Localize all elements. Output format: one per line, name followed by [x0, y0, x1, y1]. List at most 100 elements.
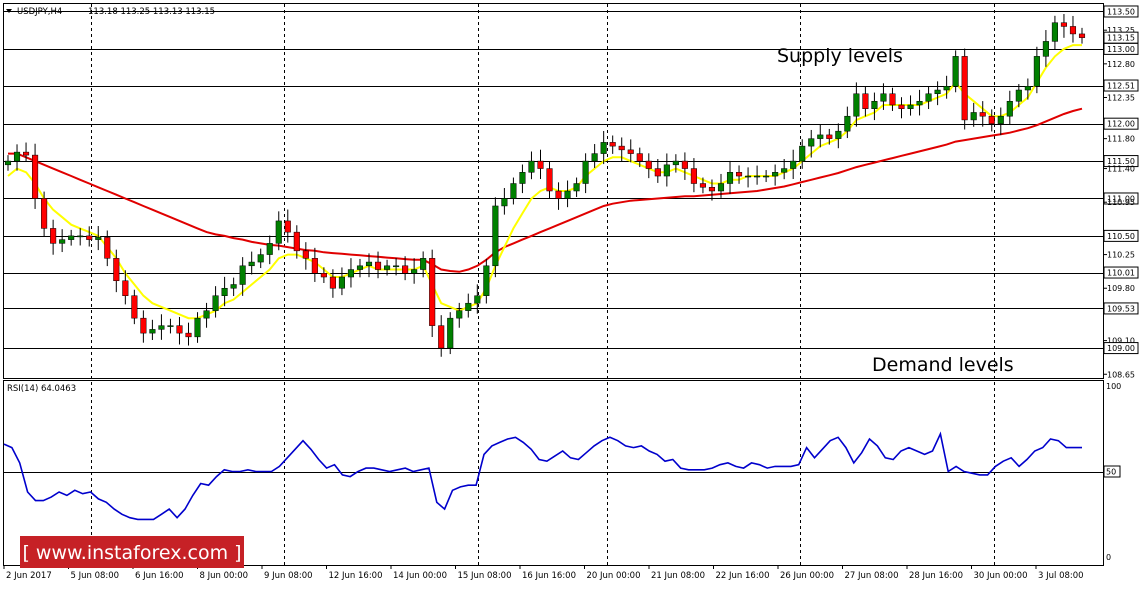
candle [86, 226, 93, 247]
y-tick-label: 113.50 [1107, 7, 1135, 16]
candle-body [961, 56, 968, 121]
y-tick-label: 112.80 [1107, 60, 1135, 69]
candle-body [1060, 22, 1067, 27]
x-tick-label: 2 Jun 2017 [6, 571, 52, 581]
candle-body [754, 175, 761, 178]
vertical-gridlines [91, 4, 995, 565]
x-tick-label: 12 Jun 16:00 [329, 571, 383, 581]
candle [636, 147, 643, 168]
candle-body [411, 269, 418, 274]
candle [970, 102, 977, 127]
candle [393, 258, 400, 276]
candle [501, 188, 508, 215]
candle-body [708, 187, 716, 192]
candle [726, 160, 734, 194]
candle-body [871, 100, 878, 109]
dropdown-triangle-icon[interactable] [6, 9, 12, 13]
rsi-title: RSI(14) 64.0463 [7, 384, 76, 394]
candle-body [573, 183, 580, 192]
candle-body [302, 250, 309, 259]
x-tick-label: 15 Jun 08:00 [458, 571, 512, 581]
candle [230, 277, 237, 297]
y-tick-label: 112.35 [1107, 94, 1135, 103]
candle [826, 128, 833, 145]
candle-body [726, 172, 734, 184]
candle-body [122, 280, 129, 296]
candle [573, 177, 580, 197]
candle-body [239, 265, 246, 285]
candle-body [32, 154, 39, 199]
candle [916, 89, 923, 116]
candle [781, 158, 788, 180]
candle-body [609, 142, 616, 147]
candle [284, 209, 291, 243]
level-price-box [1103, 342, 1139, 355]
candle [1042, 30, 1049, 67]
candle [474, 284, 481, 314]
candle-body [311, 258, 318, 274]
candle [627, 139, 634, 163]
y-tick-label: 111.50 [1107, 157, 1135, 166]
x-tick-label: 22 Jun 16:00 [716, 571, 770, 581]
x-tick-label: 27 Jun 08:00 [845, 571, 899, 581]
candle [320, 267, 327, 284]
candle-body [636, 153, 643, 162]
candle-body [275, 220, 282, 244]
level-price-box [1103, 266, 1139, 279]
candle [59, 229, 66, 253]
candle [546, 161, 553, 199]
candle-body [582, 160, 589, 184]
candle-body [817, 134, 824, 139]
candle-body [140, 317, 147, 334]
candle-body [835, 130, 842, 139]
candle-body [429, 258, 436, 326]
candle-body [1078, 33, 1086, 38]
y-tick-label: 110.95 [1107, 198, 1135, 207]
candle-body [943, 86, 950, 91]
candle [844, 106, 851, 139]
candle [456, 302, 463, 328]
level-price-box [1103, 42, 1139, 55]
candle-body [672, 160, 679, 166]
candle-body [862, 93, 869, 109]
candle [934, 81, 941, 106]
rsi-tick-label: 50 [1106, 468, 1116, 477]
candle-body [537, 160, 544, 169]
candle [690, 158, 697, 193]
candle-body [1033, 56, 1040, 87]
candle [681, 152, 688, 180]
candle-body [979, 112, 986, 117]
x-tick-label: 9 Jun 08:00 [264, 571, 313, 581]
y-tick-label: 109.53 [1107, 304, 1135, 313]
price-levels [4, 11, 1109, 349]
y-tick-label: 111.80 [1107, 135, 1135, 144]
rsi-tick-label: 100 [1106, 382, 1121, 391]
candle-body [203, 310, 210, 319]
candle-body [194, 317, 201, 338]
candle [266, 235, 273, 265]
candle [835, 123, 842, 149]
candle-body [627, 149, 634, 154]
candle-body [510, 183, 517, 199]
candle-body [799, 145, 806, 162]
candle-body [59, 239, 66, 244]
candle [13, 144, 21, 171]
candle-body [465, 302, 472, 311]
candle [420, 251, 427, 278]
level-price-box [1103, 5, 1139, 18]
candle-body [952, 56, 959, 87]
candle-body [347, 269, 355, 278]
candle [257, 248, 264, 269]
candle [555, 182, 562, 210]
candle-body [4, 160, 12, 166]
candle-body [889, 93, 896, 106]
candle [185, 322, 192, 346]
candle-body [374, 261, 382, 270]
y-tick-label: 109.80 [1107, 284, 1135, 293]
candle-body [564, 190, 571, 199]
x-tick-label: 21 Jun 08:00 [651, 571, 705, 581]
candle [104, 230, 111, 267]
level-price-box [1103, 302, 1139, 315]
candle-body [149, 329, 156, 334]
